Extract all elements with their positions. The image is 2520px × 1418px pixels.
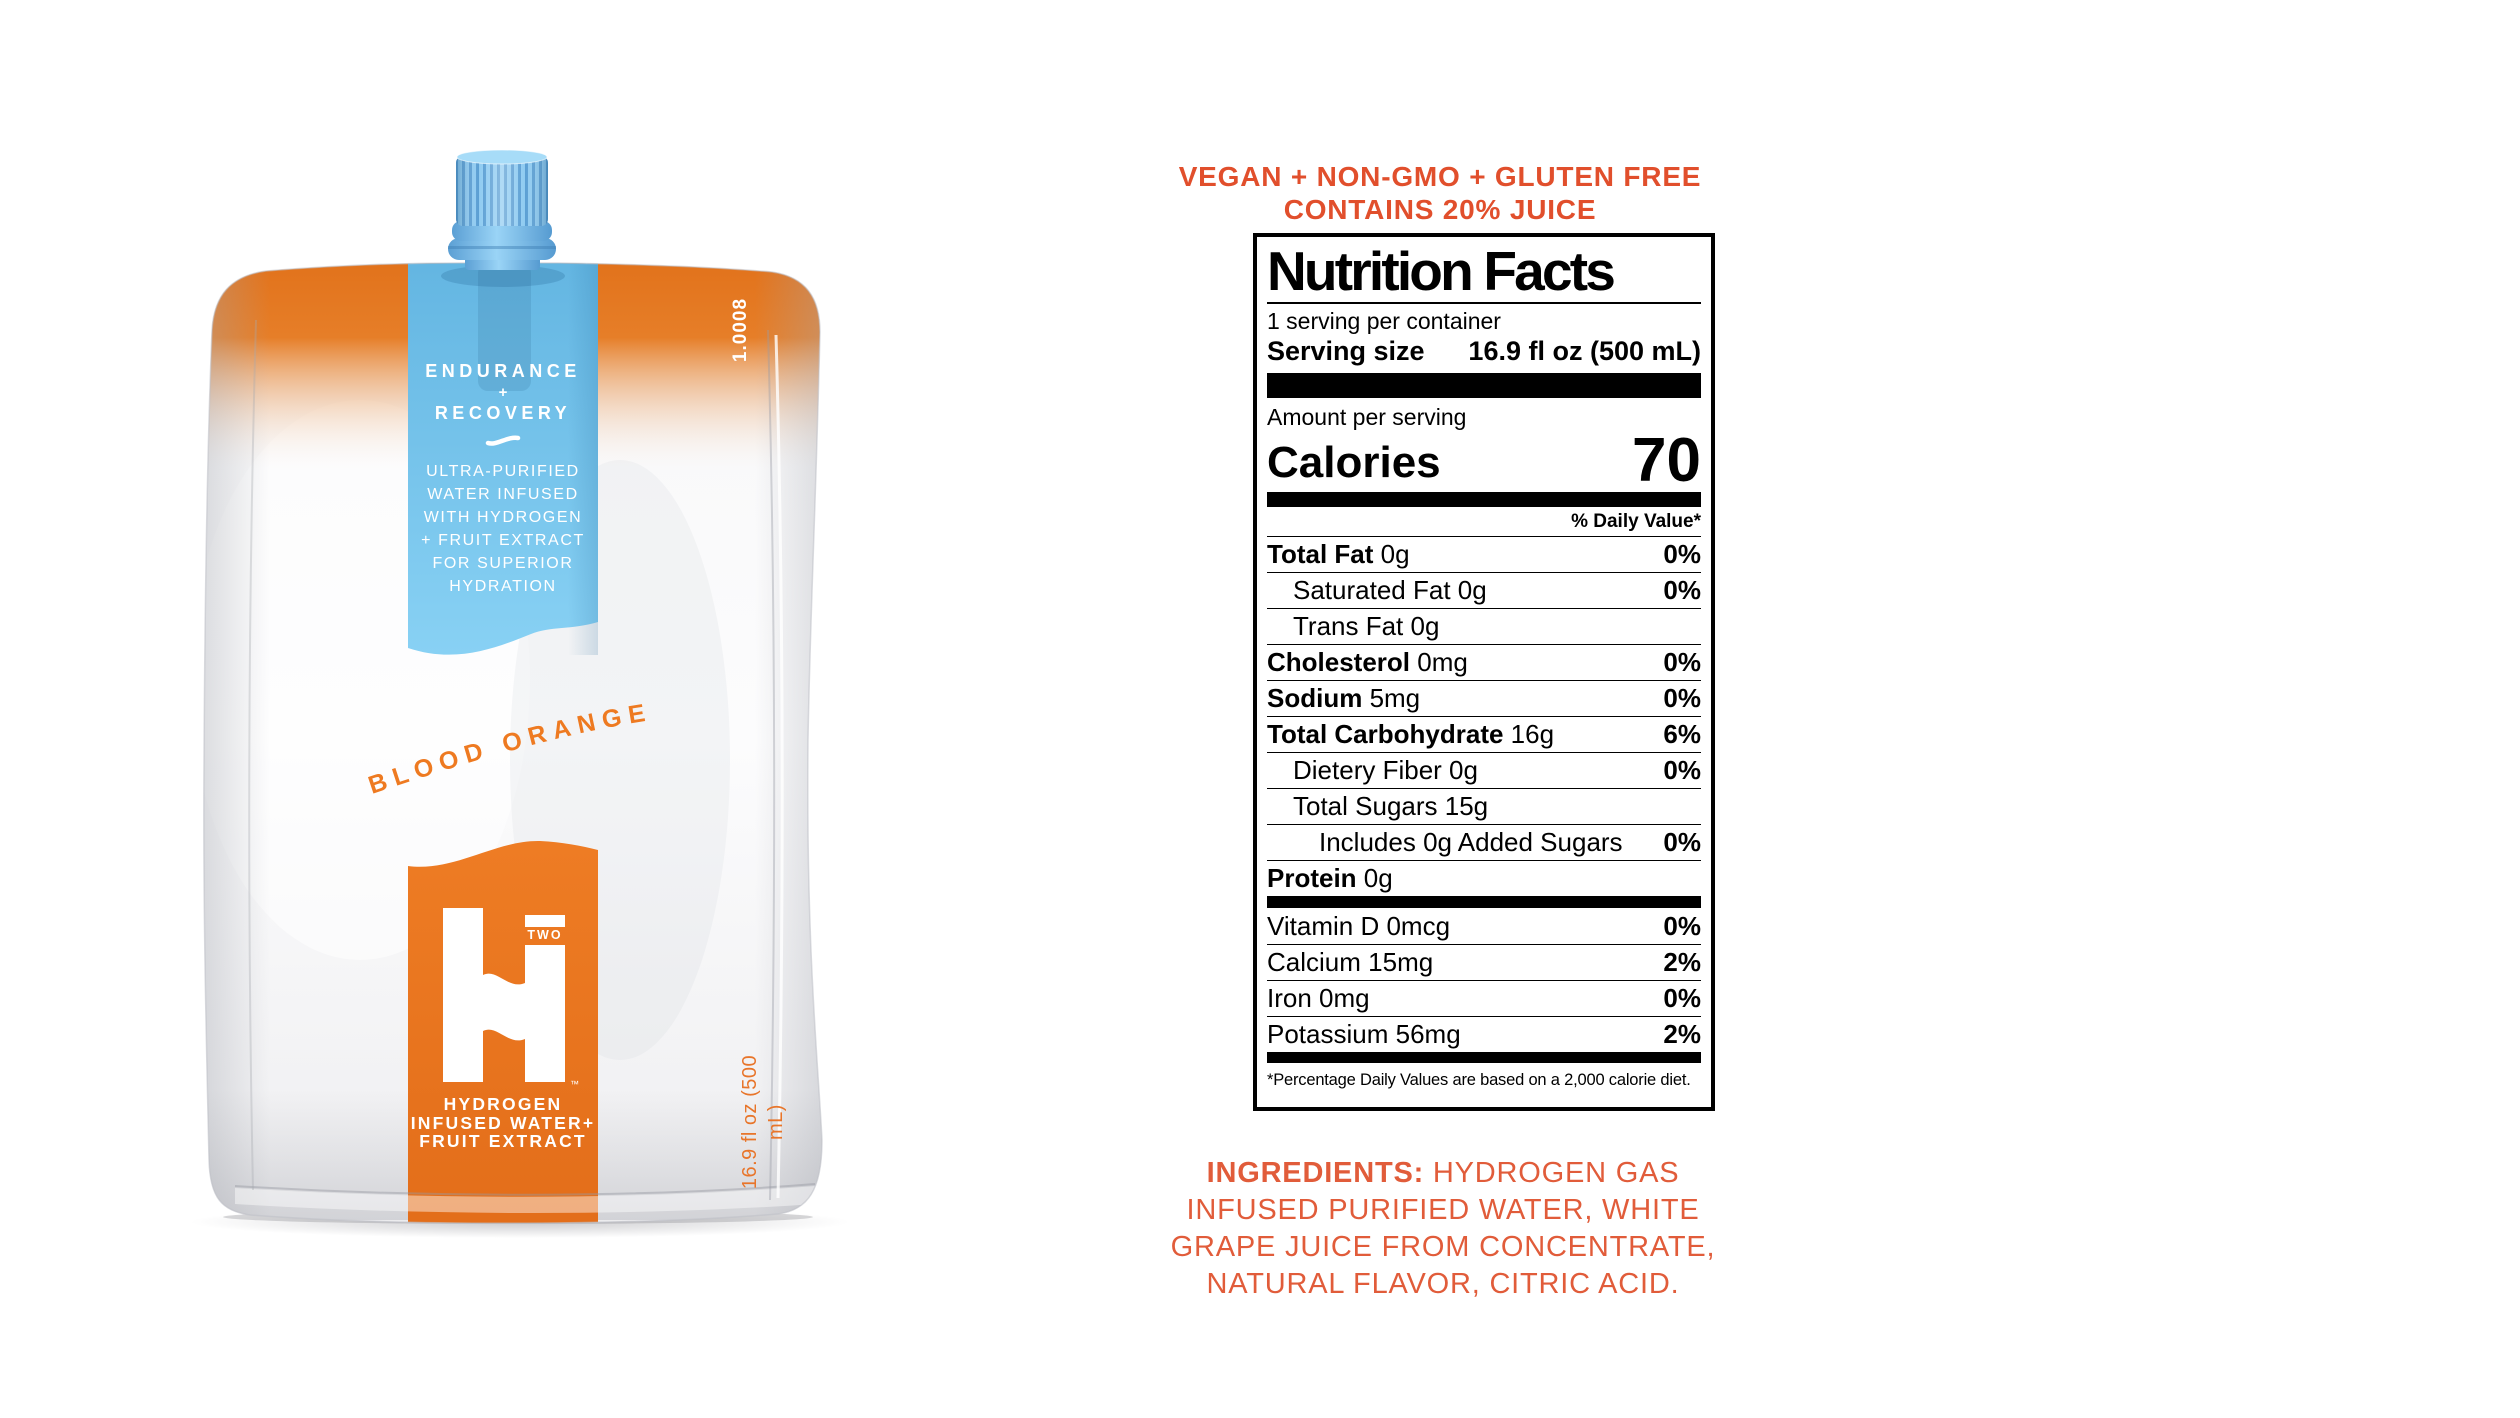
title-rule [1267,302,1701,304]
pouch-code-vertical: 1.0008 [730,297,751,363]
pouch-illustration: BLOOD ORANGE [190,149,850,1238]
diet-claims-header: VEGAN + NON-GMO + GLUTEN FREE CONTAINS 2… [1128,160,1752,226]
divider-bar [1267,373,1701,398]
nutrition-title: Nutrition Facts [1267,240,1616,302]
ingredients-text: INGREDIENTS: HYDROGEN GAS INFUSED PURIFI… [1126,1118,1760,1303]
nutrition-row: Sodium 5mg 0% [1267,680,1701,716]
ingredients-prefix: INGREDIENTS: [1206,1157,1425,1189]
pouch-volume-vertical: 16.9 fl oz (500 mL) [739,1054,787,1190]
nutrition-row: Total Carbohydrate 16g 6% [1267,716,1701,752]
nutrition-facts-label: Nutrition Facts 1 serving per container … [1253,233,1715,1111]
nutrition-row: Iron 0mg 0% [1267,980,1701,1016]
pouch-body [203,263,823,1224]
divider-bar [1267,1052,1701,1063]
nutrition-row: Dietery Fiber 0g 0% [1267,752,1701,788]
divider-bar [1267,896,1701,908]
nutrition-row: Protein 0g [1267,860,1701,896]
panel-title-line1: ENDURANCE [425,361,581,381]
ingredients-list: HYDROGEN GAS INFUSED PURIFIED WATER, WHI… [1170,1157,1716,1300]
swoosh-icon [485,435,521,446]
diet-claims-line2: CONTAINS 20% JUICE [1283,194,1597,225]
calories-label: Calories [1267,438,1441,487]
servings-per-container: 1 serving per container [1267,308,1501,334]
serving-size-label: Serving size [1267,336,1425,366]
serving-size-value: 16.9 fl oz (500 mL) [1468,336,1701,366]
nutrition-row: Cholesterol 0mg 0% [1267,644,1701,680]
nutrition-row: Trans Fat 0g [1267,608,1701,644]
logo-trademark: ™ [570,1079,579,1089]
logo-two-label: TWO [527,928,562,942]
daily-value-header: % Daily Value* [1571,511,1701,532]
nutrition-footnote: *Percentage Daily Values are based on a … [1267,1071,1691,1089]
nutrition-row: Potassium 56mg 2% [1267,1016,1701,1052]
spout-inner-neck [478,263,531,391]
cap-top [456,149,548,165]
calories-row: Calories 70 [1267,426,1701,495]
calories-value: 70 [1632,426,1701,495]
blue-strip [408,263,598,655]
nutrition-row: Includes 0g Added Sugars 0% [1267,824,1701,860]
nutrition-rows: Total Fat 0g 0% Saturated Fat 0g 0% Trans Fa… [1267,536,1701,1052]
pouch-outline [203,262,823,1224]
h-two-logo: TWO ™ [443,908,579,1089]
panel-description: ULTRA-PURIFIED WATER INFUSED WITH HYDROG… [421,463,585,595]
pouch-tagline: HYDROGEN INFUSED WATER+ FRUIT EXTRACT [410,1094,596,1151]
divider-bar [1267,492,1701,507]
nutrition-row: Vitamin D 0mcg 0% [1267,910,1701,941]
nutrition-row: Calcium 15mg 2% [1267,944,1701,980]
nutrition-row: Total Fat 0g 0% [1267,536,1701,572]
nutrition-row: Saturated Fat 0g 0% [1267,572,1701,608]
amount-per-serving: Amount per serving [1267,404,1467,430]
panel-plus: + [498,384,508,401]
bottle-cap [448,149,556,270]
gusset-fold-line [767,329,776,1201]
endurance-panel: ENDURANCE + RECOVERY ULTRA-PURIFIED WATE… [408,362,598,598]
serving-size-row: Serving size 16.9 fl oz (500 mL) [1267,335,1701,368]
logo-crossbar [483,973,525,1041]
diet-claims-line1: VEGAN + NON-GMO + GLUTEN FREE [1178,161,1702,192]
logo-top-bar [525,915,565,927]
logo-right-bar [525,945,565,1082]
logo-left-bar [443,908,483,1082]
panel-title-line2: RECOVERY [434,403,572,423]
nutrition-row: Total Sugars 15g [1267,788,1701,824]
